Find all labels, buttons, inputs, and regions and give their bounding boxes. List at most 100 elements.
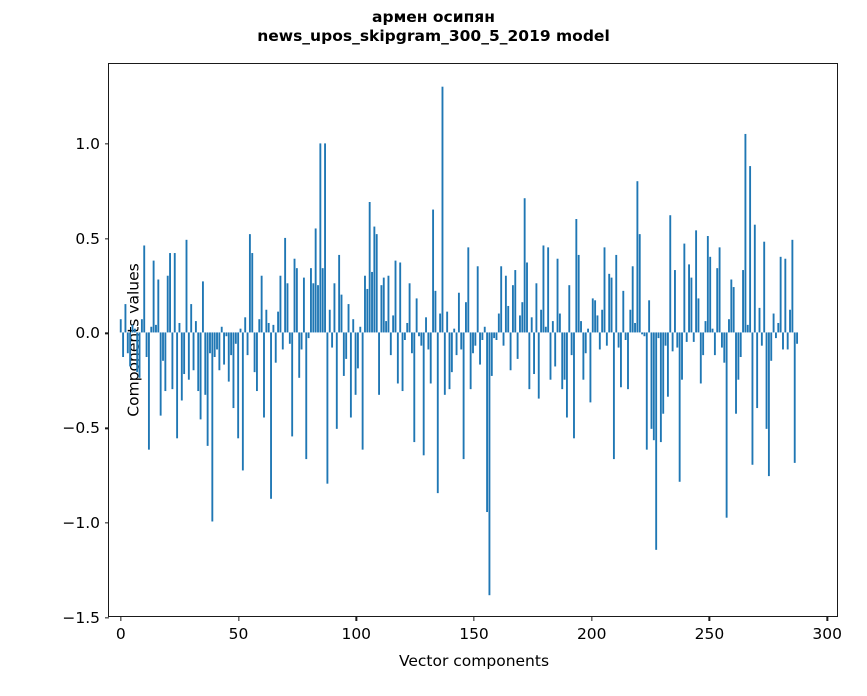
bar <box>446 311 449 333</box>
bar <box>669 215 672 333</box>
bar <box>420 332 423 346</box>
bar <box>302 277 305 333</box>
bar <box>338 254 341 333</box>
bar <box>537 332 540 399</box>
bar <box>199 332 202 420</box>
bar <box>415 298 418 333</box>
bar <box>598 332 601 350</box>
bar <box>187 332 190 380</box>
bar <box>432 209 435 333</box>
bar <box>192 332 195 371</box>
bar <box>436 332 439 494</box>
bar <box>364 275 366 333</box>
bar-plot-area <box>109 64 837 616</box>
bar <box>427 332 430 350</box>
bar <box>624 332 627 340</box>
bar <box>636 181 639 333</box>
bar <box>507 305 510 333</box>
bar <box>373 226 376 333</box>
bar <box>530 317 533 333</box>
y-tick-mark <box>104 237 109 240</box>
bar <box>295 268 298 333</box>
bar <box>462 332 465 460</box>
bar <box>284 237 287 333</box>
bar <box>281 332 284 350</box>
bar <box>375 234 378 333</box>
bar <box>425 317 427 333</box>
bar <box>272 324 275 333</box>
bar <box>176 332 179 439</box>
bar <box>497 313 500 333</box>
bar <box>145 332 148 358</box>
bar <box>399 262 402 333</box>
bar <box>340 294 343 333</box>
bar <box>796 332 799 344</box>
bar <box>685 332 688 342</box>
bar <box>516 332 519 359</box>
bar <box>246 332 249 356</box>
bar <box>744 133 747 333</box>
bar <box>443 332 446 395</box>
bar <box>490 332 493 376</box>
bar <box>253 332 256 373</box>
bar <box>385 321 388 333</box>
y-tick-label: 0.0 <box>75 324 100 343</box>
bar <box>119 319 122 333</box>
bar <box>683 243 686 333</box>
y-tick-label: −1.5 <box>62 609 100 627</box>
bar <box>220 326 223 333</box>
x-axis-label: Vector components <box>398 652 550 670</box>
bar <box>504 275 507 333</box>
bar <box>286 283 289 333</box>
bar <box>333 283 336 333</box>
bar <box>185 239 188 333</box>
bar <box>659 332 662 443</box>
bar <box>396 332 399 384</box>
bar <box>732 287 735 333</box>
bar <box>349 332 352 418</box>
x-tick-label: 300 <box>812 625 843 643</box>
bar <box>674 270 676 333</box>
bar <box>709 256 712 333</box>
bar <box>326 332 329 484</box>
bar <box>690 277 693 333</box>
bar <box>763 241 766 333</box>
bar <box>692 332 695 342</box>
bar <box>131 324 134 333</box>
bar <box>150 326 153 333</box>
bar <box>201 281 204 333</box>
bar <box>511 285 514 333</box>
bar <box>643 332 646 337</box>
plot-axes: Components values Vector components 1.0 0… <box>62 63 842 670</box>
bar <box>533 332 535 375</box>
bar <box>258 319 261 333</box>
bar <box>279 275 282 333</box>
bar <box>596 315 599 333</box>
bar <box>328 309 331 333</box>
bar <box>561 332 564 390</box>
bar <box>535 283 538 333</box>
bar <box>678 332 681 482</box>
bar <box>155 324 157 333</box>
bar <box>359 326 362 333</box>
bar <box>528 332 531 390</box>
bar <box>655 332 658 550</box>
bar <box>448 332 451 390</box>
bar <box>753 224 756 333</box>
bar <box>544 326 547 333</box>
bar <box>133 328 136 333</box>
y-tick-mark <box>104 332 109 335</box>
bar <box>676 332 679 348</box>
bar <box>389 332 392 356</box>
bar <box>706 236 709 333</box>
bar <box>171 332 174 390</box>
bar <box>197 332 200 392</box>
bar <box>582 332 585 380</box>
bar <box>483 326 486 333</box>
y-tick-mark <box>104 427 109 429</box>
bar <box>263 332 265 418</box>
bar <box>782 332 784 350</box>
bar <box>514 270 517 333</box>
bar <box>563 332 566 380</box>
bar <box>760 332 763 346</box>
